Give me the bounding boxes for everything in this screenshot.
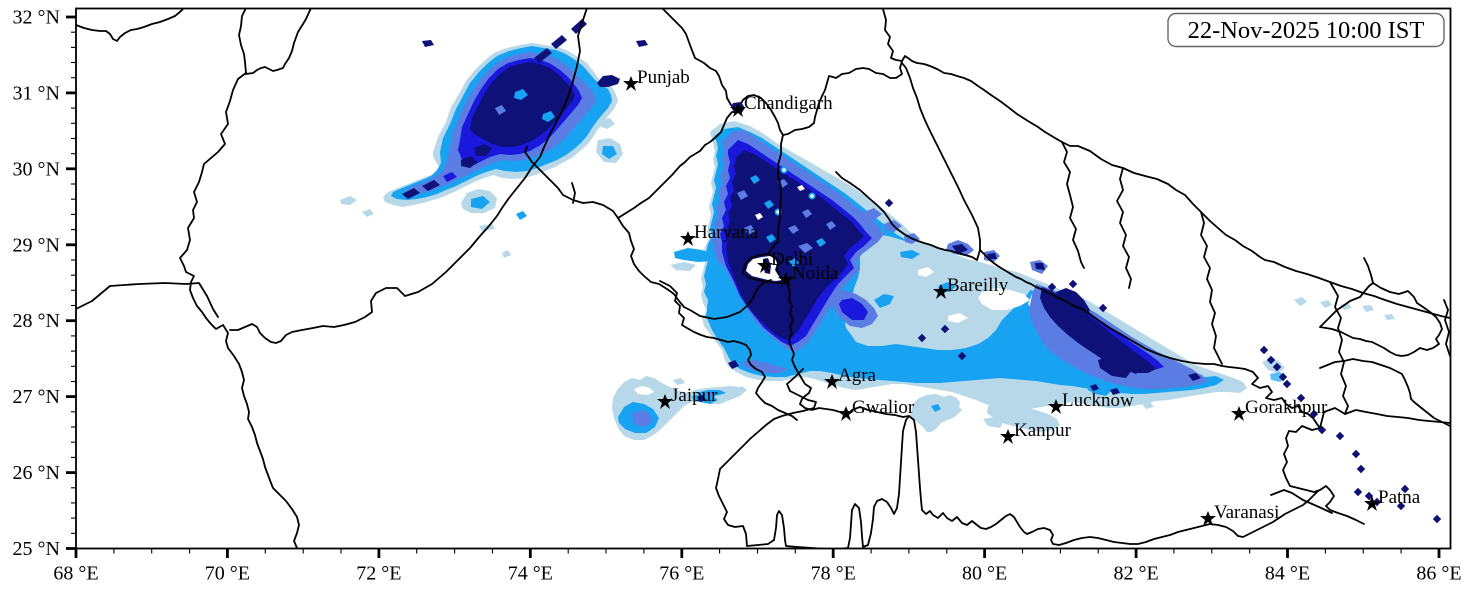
svg-text:84 °E: 84 °E — [1265, 563, 1310, 585]
svg-text:72 °E: 72 °E — [356, 563, 401, 585]
svg-text:32 °N: 32 °N — [13, 7, 60, 29]
svg-text:76 °E: 76 °E — [659, 563, 704, 585]
svg-text:25 °N: 25 °N — [13, 538, 60, 560]
svg-text:Punjab: Punjab — [637, 67, 690, 88]
svg-text:29 °N: 29 °N — [13, 234, 60, 256]
svg-text:86 °E: 86 °E — [1416, 563, 1461, 585]
svg-text:27 °N: 27 °N — [13, 386, 60, 408]
svg-text:Bareilly: Bareilly — [947, 275, 1009, 296]
svg-text:82 °E: 82 °E — [1113, 563, 1158, 585]
svg-text:Jaipur: Jaipur — [671, 385, 718, 406]
svg-text:Kanpur: Kanpur — [1014, 420, 1072, 441]
svg-text:Haryana: Haryana — [694, 222, 759, 243]
svg-text:Chandigarh: Chandigarh — [744, 93, 833, 114]
svg-text:Gwalior: Gwalior — [852, 397, 915, 418]
svg-text:78 °E: 78 °E — [811, 563, 856, 585]
svg-text:Gorakhpur: Gorakhpur — [1245, 397, 1328, 418]
svg-text:74 °E: 74 °E — [508, 563, 553, 585]
svg-text:Delhi: Delhi — [771, 249, 813, 270]
svg-text:Noida: Noida — [792, 263, 839, 284]
svg-text:26 °N: 26 °N — [13, 462, 60, 484]
svg-text:70 °E: 70 °E — [205, 563, 250, 585]
svg-text:31 °N: 31 °N — [13, 82, 60, 104]
svg-text:Agra: Agra — [838, 365, 877, 386]
svg-text:30 °N: 30 °N — [13, 158, 60, 180]
svg-text:68 °E: 68 °E — [53, 563, 98, 585]
svg-text:80 °E: 80 °E — [962, 563, 1007, 585]
svg-text:28 °N: 28 °N — [13, 310, 60, 332]
svg-text:Patna: Patna — [1378, 487, 1421, 508]
svg-text:Varanasi: Varanasi — [1214, 502, 1279, 523]
svg-text:Lucknow: Lucknow — [1062, 390, 1134, 411]
svg-text:22-Nov-2025 10:00 IST: 22-Nov-2025 10:00 IST — [1188, 17, 1425, 44]
